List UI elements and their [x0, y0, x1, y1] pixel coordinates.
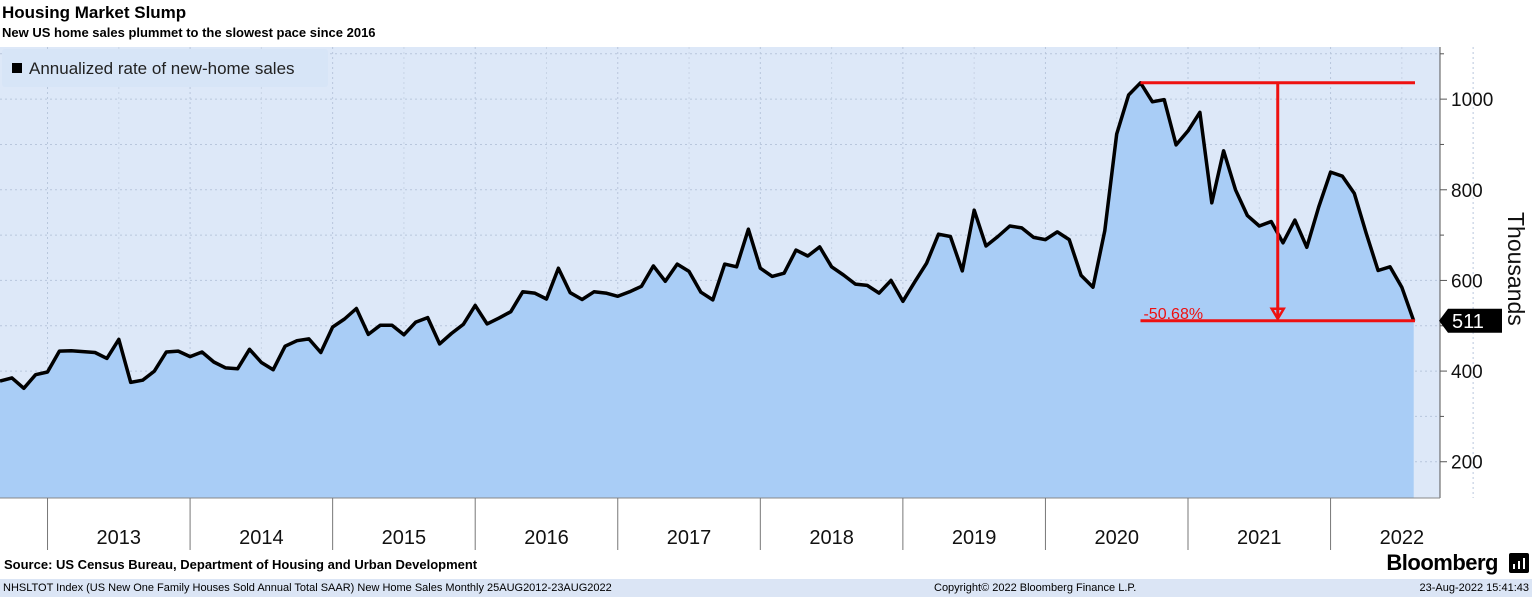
footer-bar: NHSLTOT Index (US New One Family Houses …: [0, 579, 1532, 597]
x-tick-label: 2019: [952, 527, 997, 549]
legend-swatch-icon: [12, 63, 22, 73]
bloomberg-logo: Bloomberg: [1386, 550, 1498, 575]
x-tick-label: 2022: [1380, 527, 1425, 549]
legend-label: Annualized rate of new-home sales: [29, 59, 295, 78]
last-value-label: 511: [1452, 311, 1484, 333]
annotation-label: -50.68%: [1143, 306, 1203, 323]
y-tick-label: 400: [1451, 362, 1483, 383]
bloomberg-terminal-icon: [1509, 553, 1529, 573]
x-tick-label: 2014: [239, 527, 284, 549]
x-tick-label: 2013: [97, 527, 142, 549]
series-area: [0, 82, 1414, 499]
y-tick-label: 1000: [1451, 90, 1493, 111]
x-tick-label: 2015: [382, 527, 427, 549]
y-tick-label: 200: [1451, 453, 1483, 474]
source-note: Source: US Census Bureau, Department of …: [4, 557, 478, 572]
legend: Annualized rate of new-home sales: [2, 49, 328, 87]
series-line: [0, 81, 1416, 391]
x-tick-label: 2016: [524, 527, 569, 549]
footer-timestamp: 23-Aug-2022 15:41:43: [1419, 582, 1529, 594]
x-tick-label: 2018: [809, 527, 854, 549]
chart-svg: 200 400 600 800 1000 Thousands 2013 2014 2015 201…: [0, 47, 1529, 550]
annotation-arrow-head: [1269, 307, 1286, 322]
y-tick-label: 600: [1451, 271, 1483, 292]
chart-title: Housing Market Slump: [2, 3, 187, 22]
x-tick-label: 2020: [1094, 527, 1139, 549]
chart-subtitle: New US home sales plummet to the slowest…: [2, 25, 376, 40]
footer-copyright: Copyright© 2022 Bloomberg Finance L.P.: [934, 582, 1137, 594]
last-value-badge: [1439, 308, 1502, 333]
y-tick-label: 800: [1451, 181, 1483, 202]
x-tick-label: 2017: [667, 527, 712, 549]
footer-ticker: NHSLTOT Index (US New One Family Houses …: [3, 582, 612, 594]
y-axis-title: Thousands: [1503, 212, 1529, 326]
x-tick-label: 2021: [1237, 527, 1282, 549]
